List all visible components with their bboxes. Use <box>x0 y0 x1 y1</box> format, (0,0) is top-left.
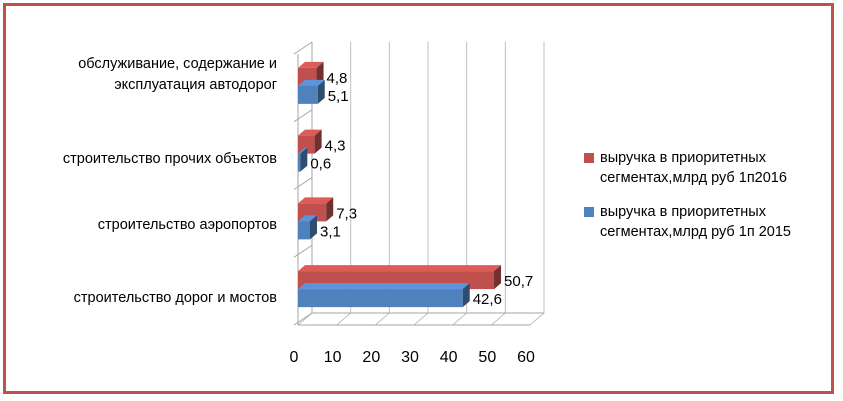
x-tick-labels: 0 10 20 30 40 50 60 <box>290 349 535 366</box>
bar-top-face <box>298 265 502 272</box>
gridline-floor <box>529 312 545 326</box>
category-tick <box>293 41 313 55</box>
bar-side-face <box>314 129 322 154</box>
bar-2016 <box>298 129 322 154</box>
gridline-floor <box>336 312 351 326</box>
category-label: строительство дорог и мостов <box>74 290 278 306</box>
bar-front-face <box>298 135 315 154</box>
bar-side-face <box>300 147 308 172</box>
bar-front-face <box>298 85 318 104</box>
gridline-floor <box>413 312 429 326</box>
data-label-2015: 3,1 <box>320 223 341 240</box>
category-tick <box>293 109 313 123</box>
legend-label: выручка в приоритетных <box>600 204 767 220</box>
x-tick-label: 30 <box>401 349 419 366</box>
bar-top-face <box>298 197 334 204</box>
category-label: строительство аэропортов <box>98 217 278 233</box>
bar-side-face <box>494 265 502 290</box>
bar-2015 <box>298 283 470 308</box>
bar-front-face <box>298 153 301 172</box>
bar-2015 <box>298 215 317 240</box>
category-tick <box>293 244 313 258</box>
legend-swatch <box>584 153 594 163</box>
x-tick-label: 60 <box>517 349 535 366</box>
bar-front-face <box>298 221 310 240</box>
gridline-floor <box>452 312 467 326</box>
legend: выручка в приоритетных сегментах,млрд руб… <box>584 150 791 240</box>
category-tick <box>293 312 313 326</box>
bar-2015 <box>298 147 308 172</box>
data-label-2015: 0,6 <box>310 156 331 173</box>
legend-swatch <box>584 207 594 217</box>
bar-side-face <box>326 197 334 222</box>
category-label: обслуживание, содержание и <box>78 56 277 72</box>
bar-2015 <box>298 79 325 104</box>
bars <box>298 61 502 308</box>
legend-label: сегментах,млрд руб 1п2016 <box>600 170 787 186</box>
bar-side-face <box>317 79 325 104</box>
gridline-floor <box>375 312 390 326</box>
category-label: строительство прочих объектов <box>63 151 277 167</box>
bar-front-face <box>298 289 463 308</box>
bar-top-face <box>298 147 308 154</box>
category-labels: обслуживание, содержание и эксплуатация а… <box>63 56 277 306</box>
x-tick-label: 20 <box>362 349 380 366</box>
legend-label: выручка в приоритетных <box>600 150 767 166</box>
x-tick-label: 0 <box>290 349 299 366</box>
bar-side-face <box>309 215 317 240</box>
category-label: эксплуатация автодорог <box>114 77 277 93</box>
bar-top-face <box>298 283 470 290</box>
data-label-2016: 50,7 <box>504 273 533 290</box>
bar-top-face <box>298 61 324 68</box>
data-label-2016: 7,3 <box>336 205 357 222</box>
x-tick-label: 10 <box>324 349 342 366</box>
bar-side-face <box>462 283 470 308</box>
data-label-2016: 4,3 <box>325 138 346 155</box>
data-label-2016: 4,8 <box>327 70 348 87</box>
category-tick <box>293 177 313 190</box>
bar-top-face <box>298 79 325 86</box>
data-label-2015: 5,1 <box>328 88 349 105</box>
data-labels: 4,85,1 4,30,6 7,33,1 50,742,6 <box>310 70 533 308</box>
x-tick-label: 50 <box>478 349 496 366</box>
data-label-2015: 42,6 <box>473 291 502 308</box>
bar-top-face <box>298 129 322 136</box>
x-tick-label: 40 <box>440 349 458 366</box>
bar-top-face <box>298 215 317 222</box>
gridline-floor <box>491 312 506 326</box>
chart-frame <box>3 3 834 394</box>
legend-label: сегментах,млрд руб 1п 2015 <box>600 224 791 240</box>
